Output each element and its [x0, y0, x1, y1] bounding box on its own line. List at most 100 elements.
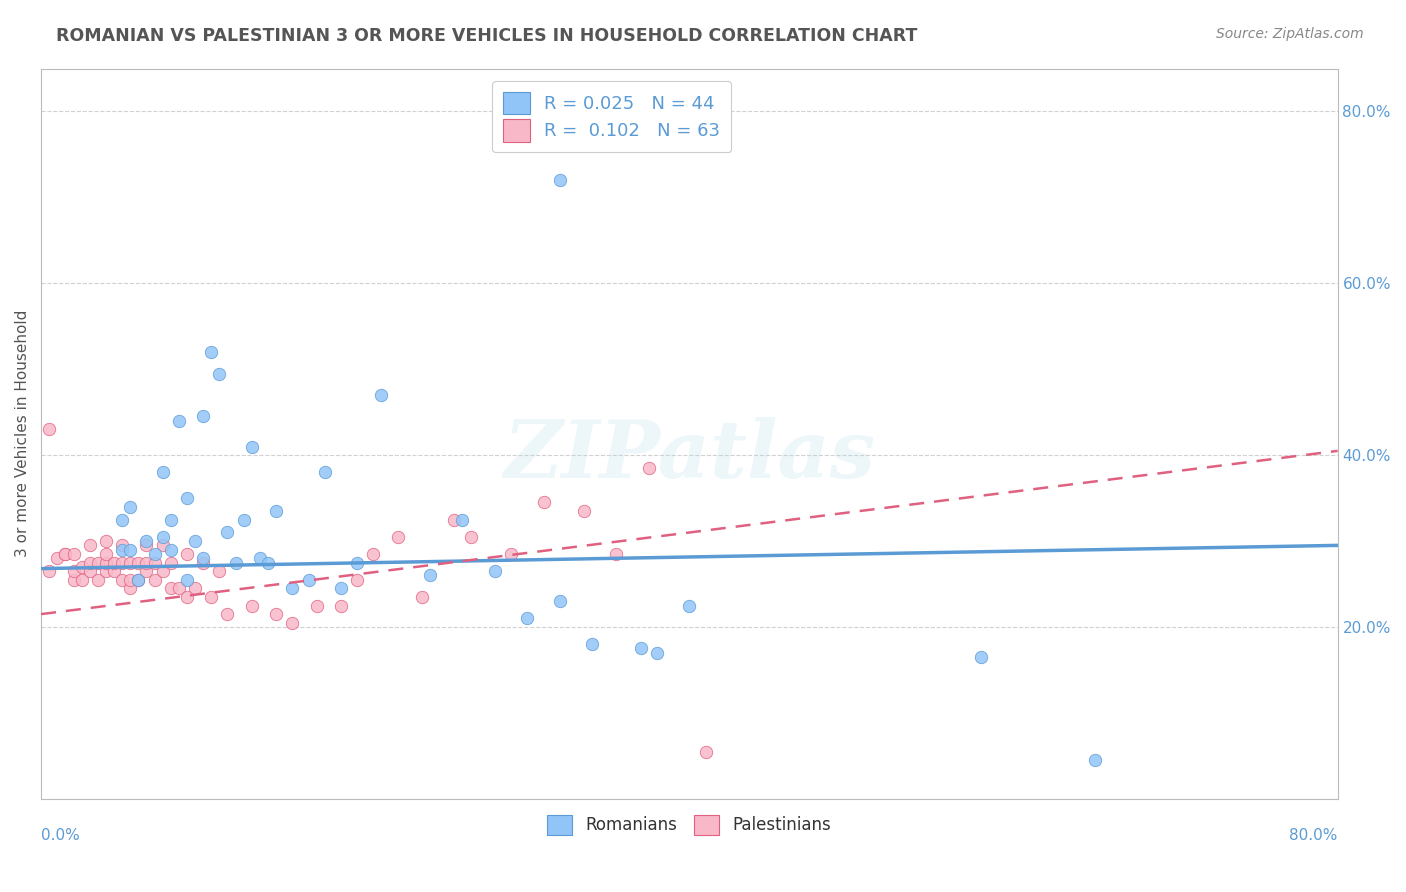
- Point: [678, 599, 700, 613]
- Point: [94, 556, 117, 570]
- Point: [305, 599, 328, 613]
- Point: [645, 646, 668, 660]
- Point: [176, 573, 198, 587]
- Point: [217, 607, 239, 621]
- Point: [484, 564, 506, 578]
- Point: [111, 573, 134, 587]
- Point: [103, 556, 125, 570]
- Point: [184, 534, 207, 549]
- Point: [143, 573, 166, 587]
- Point: [605, 547, 627, 561]
- Point: [127, 573, 149, 587]
- Point: [94, 547, 117, 561]
- Point: [501, 547, 523, 561]
- Point: [281, 582, 304, 596]
- Point: [533, 495, 555, 509]
- Legend: Romanians, Palestinians: Romanians, Palestinians: [541, 808, 838, 842]
- Point: [240, 440, 263, 454]
- Point: [346, 573, 368, 587]
- Point: [46, 551, 69, 566]
- Point: [297, 573, 319, 587]
- Point: [970, 650, 993, 665]
- Point: [70, 573, 93, 587]
- Point: [695, 745, 717, 759]
- Point: [167, 414, 190, 428]
- Point: [443, 513, 465, 527]
- Point: [200, 345, 222, 359]
- Point: [516, 611, 538, 625]
- Point: [38, 564, 60, 578]
- Point: [127, 573, 149, 587]
- Point: [159, 556, 181, 570]
- Point: [264, 504, 287, 518]
- Point: [581, 637, 603, 651]
- Point: [387, 530, 409, 544]
- Point: [346, 556, 368, 570]
- Point: [111, 538, 134, 552]
- Point: [548, 173, 571, 187]
- Text: ROMANIAN VS PALESTINIAN 3 OR MORE VEHICLES IN HOUSEHOLD CORRELATION CHART: ROMANIAN VS PALESTINIAN 3 OR MORE VEHICL…: [56, 27, 918, 45]
- Point: [460, 530, 482, 544]
- Point: [79, 538, 101, 552]
- Point: [62, 547, 84, 561]
- Text: 0.0%: 0.0%: [41, 828, 80, 843]
- Point: [55, 547, 77, 561]
- Point: [1083, 753, 1105, 767]
- Point: [120, 582, 142, 596]
- Point: [548, 594, 571, 608]
- Point: [62, 573, 84, 587]
- Point: [135, 538, 157, 552]
- Point: [87, 573, 110, 587]
- Point: [55, 547, 77, 561]
- Point: [176, 491, 198, 505]
- Point: [167, 582, 190, 596]
- Point: [111, 542, 134, 557]
- Point: [70, 559, 93, 574]
- Point: [329, 582, 352, 596]
- Point: [208, 367, 231, 381]
- Point: [120, 500, 142, 514]
- Point: [135, 534, 157, 549]
- Point: [38, 422, 60, 436]
- Point: [411, 590, 433, 604]
- Point: [572, 504, 595, 518]
- Point: [419, 568, 441, 582]
- Text: 80.0%: 80.0%: [1289, 828, 1337, 843]
- Point: [200, 590, 222, 604]
- Point: [127, 556, 149, 570]
- Point: [363, 547, 385, 561]
- Point: [281, 615, 304, 630]
- Point: [94, 534, 117, 549]
- Point: [217, 525, 239, 540]
- Point: [152, 530, 174, 544]
- Point: [152, 564, 174, 578]
- Point: [62, 564, 84, 578]
- Point: [249, 551, 271, 566]
- Point: [176, 590, 198, 604]
- Point: [143, 556, 166, 570]
- Point: [329, 599, 352, 613]
- Point: [208, 564, 231, 578]
- Point: [111, 556, 134, 570]
- Point: [152, 466, 174, 480]
- Point: [87, 556, 110, 570]
- Point: [637, 461, 659, 475]
- Point: [159, 513, 181, 527]
- Point: [370, 388, 392, 402]
- Point: [225, 556, 247, 570]
- Text: ZIPatlas: ZIPatlas: [503, 417, 876, 494]
- Point: [94, 564, 117, 578]
- Point: [152, 538, 174, 552]
- Point: [79, 564, 101, 578]
- Point: [120, 573, 142, 587]
- Point: [240, 599, 263, 613]
- Point: [79, 556, 101, 570]
- Text: Source: ZipAtlas.com: Source: ZipAtlas.com: [1216, 27, 1364, 41]
- Point: [314, 466, 336, 480]
- Point: [193, 409, 215, 424]
- Point: [193, 556, 215, 570]
- Point: [184, 582, 207, 596]
- Y-axis label: 3 or more Vehicles in Household: 3 or more Vehicles in Household: [15, 310, 30, 558]
- Point: [264, 607, 287, 621]
- Point: [193, 551, 215, 566]
